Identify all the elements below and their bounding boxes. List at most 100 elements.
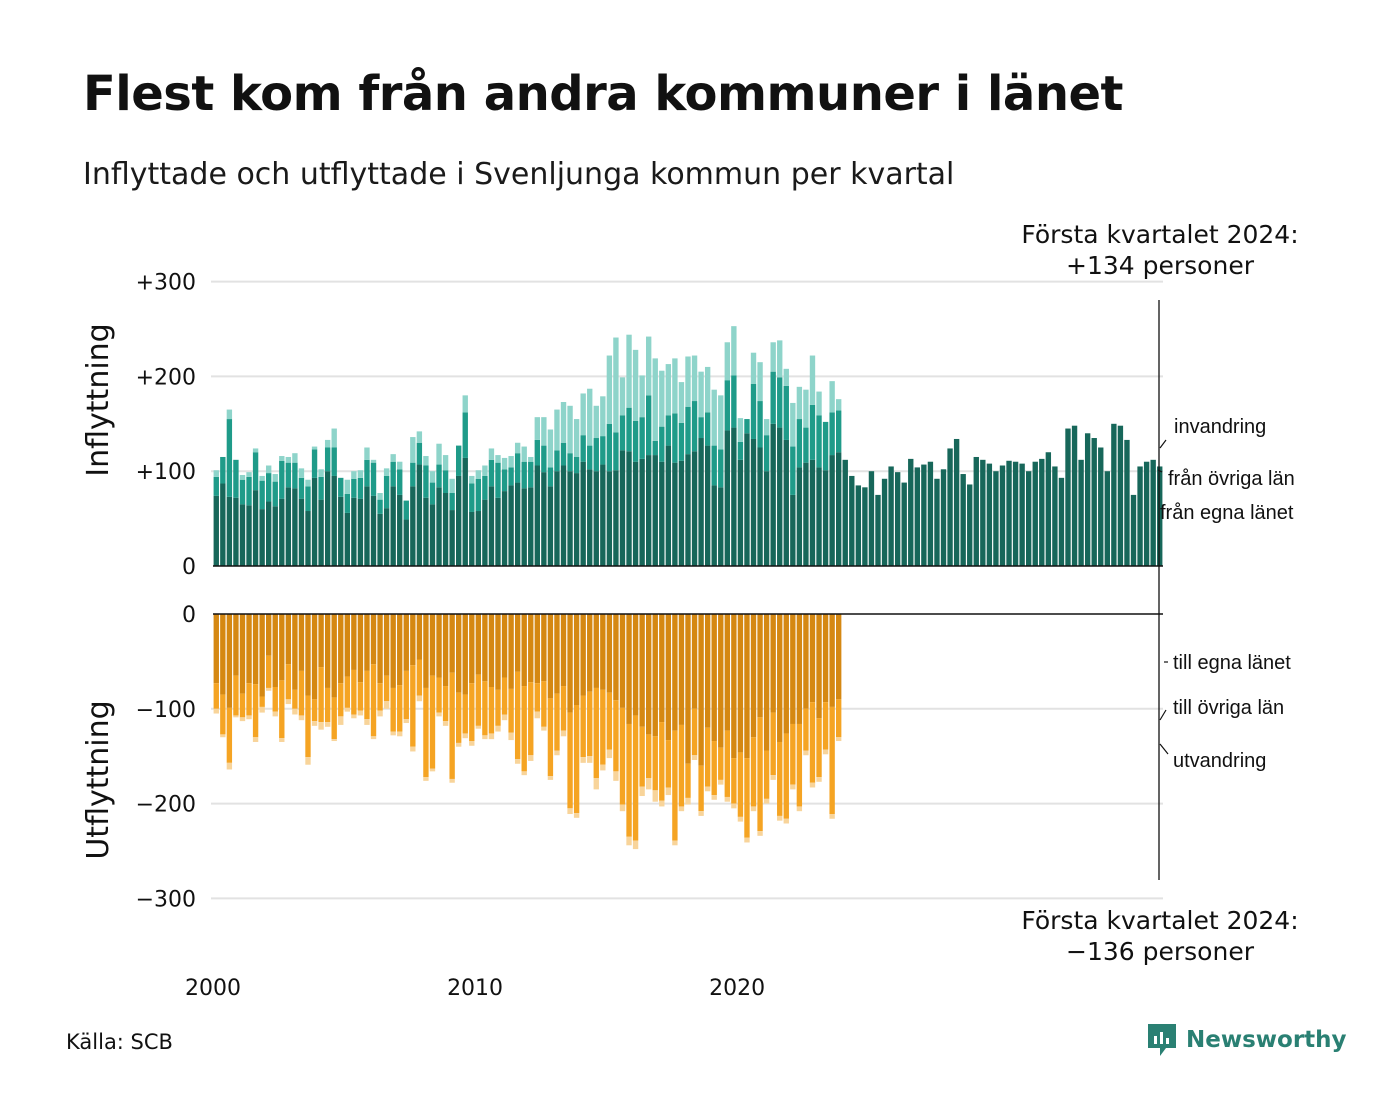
bar-utflyttning-2 — [750, 806, 757, 812]
bar-inflyttning-2 — [252, 448, 259, 453]
bar-utflyttning-0 — [429, 614, 436, 676]
bar-utflyttning-1 — [357, 682, 364, 711]
bar-inflyttning-1 — [475, 478, 482, 512]
bar-inflyttning-0 — [659, 461, 665, 566]
bar-inflyttning-0 — [311, 477, 318, 566]
bar-inflyttning-2 — [246, 472, 252, 477]
bar-inflyttning-1 — [344, 493, 350, 513]
bar-inflyttning-1 — [357, 477, 364, 499]
bar-utflyttning-1 — [718, 747, 724, 780]
bar-inflyttning-0 — [685, 454, 691, 566]
bar-utflyttning-1 — [246, 683, 252, 716]
bar-inflyttning-1 — [580, 435, 586, 462]
bar-inflyttning-1 — [213, 476, 219, 496]
bar-inflyttning-1 — [482, 475, 488, 500]
bar-utflyttning-1 — [429, 675, 436, 769]
bar-utflyttning-1 — [724, 730, 730, 797]
chart-subtitle: Inflyttade och utflyttade i Svenljunga k… — [83, 157, 955, 192]
bar-inflyttning-2 — [691, 355, 698, 402]
bar-inflyttning-0 — [888, 466, 894, 566]
bar-utflyttning-0 — [357, 614, 364, 683]
bar-inflyttning-0 — [593, 471, 599, 566]
bar-utflyttning-2 — [351, 714, 357, 719]
bar-inflyttning-2 — [508, 456, 514, 468]
bar-utflyttning-2 — [397, 731, 403, 737]
series-label: invandring — [1174, 416, 1266, 438]
bar-inflyttning-1 — [652, 440, 658, 456]
bar-inflyttning-2 — [514, 442, 521, 454]
bar-utflyttning-1 — [403, 670, 409, 720]
bar-inflyttning-2 — [266, 465, 272, 474]
bar-utflyttning-2 — [246, 715, 252, 720]
bar-utflyttning-0 — [547, 614, 554, 699]
bar-utflyttning-0 — [495, 614, 501, 690]
bar-utflyttning-1 — [410, 665, 416, 747]
bar-utflyttning-0 — [423, 614, 429, 688]
bar-inflyttning-2 — [501, 457, 508, 470]
bar-utflyttning-2 — [442, 721, 449, 726]
bar-inflyttning-0 — [285, 487, 292, 566]
bar-utflyttning-2 — [547, 776, 554, 780]
bar-utflyttning-1 — [646, 734, 652, 779]
bar-inflyttning-2 — [279, 456, 285, 461]
bar-utflyttning-2 — [790, 784, 796, 790]
y-tick-label: +200 — [136, 365, 196, 390]
bar-utflyttning-2 — [311, 721, 318, 726]
bar-utflyttning-0 — [226, 614, 233, 708]
bar-utflyttning-1 — [698, 765, 704, 812]
bar-utflyttning-0 — [724, 614, 730, 731]
bar-inflyttning-0 — [606, 471, 613, 566]
bar-inflyttning-1 — [731, 375, 737, 428]
bar-inflyttning-0 — [770, 423, 776, 566]
bar-utflyttning-0 — [560, 614, 567, 687]
bar-utflyttning-1 — [311, 699, 318, 722]
bar-inflyttning-0 — [646, 455, 652, 566]
bar-utflyttning-2 — [475, 725, 482, 729]
bar-utflyttning-0 — [488, 614, 495, 687]
bar-inflyttning-0 — [514, 482, 521, 566]
bar-inflyttning-1 — [324, 447, 331, 472]
bar-inflyttning-1 — [252, 452, 259, 491]
bar-utflyttning-2 — [665, 787, 672, 796]
bar-utflyttning-1 — [790, 723, 796, 785]
bar-inflyttning-1 — [639, 417, 645, 459]
bar-inflyttning-1 — [790, 446, 796, 495]
bar-inflyttning-2 — [606, 355, 613, 424]
bar-inflyttning-2 — [495, 455, 501, 463]
x-tick-label: 2020 — [709, 976, 765, 1001]
bar-inflyttning-2 — [803, 389, 809, 428]
bar-utflyttning-0 — [272, 614, 278, 687]
bar-utflyttning-2 — [757, 831, 763, 836]
bar-inflyttning-2 — [436, 443, 442, 465]
bar-utflyttning-0 — [626, 614, 632, 724]
bar-utflyttning-0 — [469, 614, 475, 684]
bar-inflyttning-1 — [233, 459, 239, 498]
bar-inflyttning-1 — [311, 449, 318, 478]
bar-inflyttning-0 — [940, 469, 947, 566]
bar-utflyttning-0 — [829, 614, 835, 707]
bar-utflyttning-0 — [364, 614, 370, 671]
bar-inflyttning-2 — [790, 402, 796, 447]
bar-utflyttning-2 — [829, 814, 835, 819]
bar-inflyttning-1 — [429, 482, 436, 505]
bar-inflyttning-1 — [410, 462, 416, 487]
bar-utflyttning-2 — [593, 778, 599, 790]
bar-inflyttning-1 — [416, 442, 423, 465]
bar-utflyttning-0 — [410, 614, 416, 666]
bar-inflyttning-1 — [495, 462, 501, 498]
bar-utflyttning-1 — [482, 681, 488, 736]
bar-inflyttning-0 — [757, 447, 763, 566]
bar-utflyttning-2 — [691, 755, 698, 760]
bar-inflyttning-1 — [763, 435, 770, 472]
bar-inflyttning-0 — [724, 430, 730, 566]
bar-inflyttning-0 — [737, 459, 744, 566]
bar-utflyttning-2 — [678, 806, 685, 812]
bar-inflyttning-0 — [292, 488, 298, 566]
bar-utflyttning-1 — [220, 694, 226, 735]
bar-utflyttning-1 — [508, 688, 514, 733]
bar-inflyttning-0 — [750, 438, 757, 566]
bar-inflyttning-0 — [403, 519, 409, 566]
bar-utflyttning-2 — [718, 779, 724, 785]
bar-inflyttning-1 — [285, 462, 292, 488]
bar-inflyttning-2 — [587, 388, 593, 446]
